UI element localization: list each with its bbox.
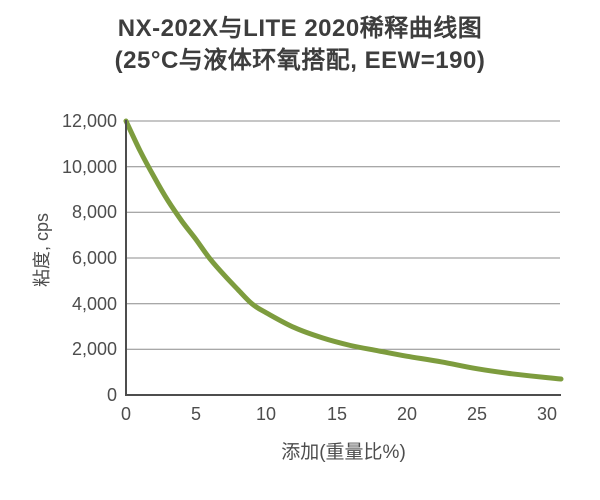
chart-title-line2: (25°C与液体环氧搭配, EEW=190) xyxy=(114,47,486,74)
x-tick-label-25: 25 xyxy=(466,404,488,424)
chart-title-line1: NX-202X与LITE 2020稀释曲线图 xyxy=(117,15,483,42)
y-axis-title: 粘度, cps xyxy=(32,213,52,288)
x-tick-label-0: 0 xyxy=(120,404,131,424)
x-tick-label-30: 30 xyxy=(536,404,558,424)
y-tick-label-4000: 4,000 xyxy=(71,294,117,314)
y-tick-label-8000: 8,000 xyxy=(71,202,117,222)
x-tick-label-5: 5 xyxy=(190,404,201,424)
y-tick-label-2000: 2,000 xyxy=(71,339,117,359)
y-tick-label-0: 0 xyxy=(106,385,117,405)
y-tick-label-6000: 6,000 xyxy=(71,248,117,268)
gridlines xyxy=(126,120,560,350)
x-tick-label-10: 10 xyxy=(255,404,277,424)
x-axis-title: 添加(重量比%) xyxy=(281,442,406,463)
x-tick-label-20: 20 xyxy=(396,404,418,424)
y-tick-label-12000: 12,000 xyxy=(61,111,117,131)
chart-title: NX-202X与LITE 2020稀释曲线图 (25°C与液体环氧搭配, EEW… xyxy=(0,13,600,77)
dilution-curve xyxy=(123,118,564,382)
y-tick-label-10000: 10,000 xyxy=(61,157,117,177)
x-tick-label-15: 15 xyxy=(326,404,348,424)
